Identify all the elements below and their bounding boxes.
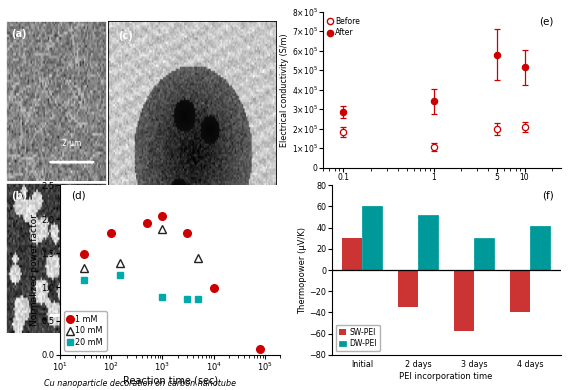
Bar [474, 238, 494, 270]
X-axis label: F₄TCNQ concentration (mM): F₄TCNQ concentration (mM) [383, 185, 500, 194]
Y-axis label: Thermopower (μV/K): Thermopower (μV/K) [297, 227, 307, 314]
Line: 10 mM: 10 mM [80, 225, 202, 272]
1 mM [144, 220, 150, 225]
10 mM [81, 266, 88, 270]
Bar [342, 238, 362, 270]
Line: 1 mM: 1 mM [81, 212, 264, 353]
10 mM [117, 261, 124, 266]
Legend: SW-PEI, DW-PEI: SW-PEI, DW-PEI [336, 325, 380, 351]
20 mM [117, 273, 124, 277]
20 mM [81, 278, 88, 283]
X-axis label: PEI incorporation time: PEI incorporation time [399, 372, 493, 381]
Y-axis label: Normalized power factor: Normalized power factor [30, 214, 38, 326]
Bar [510, 270, 530, 312]
Text: 2 μm: 2 μm [62, 139, 81, 148]
Bar [398, 270, 418, 307]
Legend: Before, After: Before, After [327, 16, 362, 39]
Text: (f): (f) [542, 190, 554, 200]
1 mM [256, 347, 263, 352]
20 mM [195, 296, 202, 301]
1 mM [184, 231, 190, 236]
Text: (d): (d) [71, 190, 86, 200]
Text: Cu nanoparticle decoration on carbon nanotube: Cu nanoparticle decoration on carbon nan… [44, 379, 236, 388]
Bar [418, 215, 438, 270]
1 mM [81, 252, 88, 256]
Line: 20 mM: 20 mM [81, 271, 202, 302]
Text: (a): (a) [11, 30, 26, 39]
Text: (c): (c) [118, 31, 132, 41]
X-axis label: Reaction time (sec): Reaction time (sec) [122, 376, 218, 386]
Bar [454, 270, 474, 330]
Y-axis label: Electrical conductivity (S/m): Electrical conductivity (S/m) [280, 33, 289, 147]
1 mM [159, 213, 166, 218]
Legend: 1 mM, 10 mM, 20 mM: 1 mM, 10 mM, 20 mM [64, 311, 107, 351]
1 mM [210, 286, 217, 291]
Text: (b): (b) [11, 191, 27, 201]
10 mM [195, 255, 202, 260]
Text: 2 μm: 2 μm [62, 293, 81, 302]
Text: 5 nm: 5 nm [215, 287, 236, 296]
Bar [530, 225, 550, 270]
1 mM [108, 231, 115, 236]
Bar [362, 206, 383, 270]
Text: (e): (e) [539, 16, 554, 27]
10 mM [159, 227, 166, 232]
20 mM [184, 296, 190, 301]
20 mM [159, 294, 166, 299]
